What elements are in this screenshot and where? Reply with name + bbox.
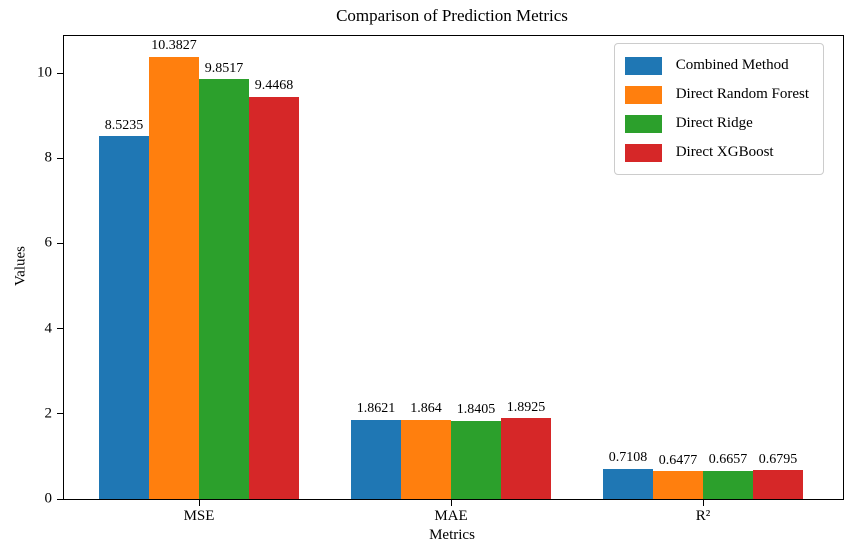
bar: [451, 420, 501, 499]
plot-area: Combined Method Direct Random Forest Direc…: [37, 35, 844, 524]
legend-label: Combined Method: [675, 57, 789, 73]
y-tick-mark: [57, 242, 63, 244]
bar-value-label: 0.6657: [708, 452, 748, 468]
legend: Combined Method Direct Random Forest Direc…: [613, 43, 824, 175]
bar: [249, 96, 299, 499]
legend-swatch: [624, 143, 662, 162]
y-tick-label: 6: [44, 234, 53, 251]
bar: [99, 135, 149, 499]
x-tick-label: R²: [695, 508, 711, 524]
x-tick-label: MAE: [434, 508, 468, 524]
bar: [501, 418, 551, 499]
x-tick-mark: [702, 500, 704, 506]
bar: [401, 419, 451, 499]
bar-value-label: 8.5235: [104, 117, 144, 133]
bar: [603, 468, 653, 499]
bar-value-label: 10.3827: [151, 38, 197, 54]
bar: [703, 470, 753, 499]
legend-label: Direct XGBoost: [675, 144, 774, 160]
bar-value-label: 0.6795: [758, 451, 798, 467]
bar-value-label: 1.864: [410, 401, 442, 417]
legend-swatch: [624, 85, 662, 104]
x-tick-mark: [450, 500, 452, 506]
legend-label: Direct Ridge: [675, 115, 753, 131]
legend-item: Direct Ridge: [624, 109, 809, 138]
y-tick-label: 8: [44, 149, 53, 166]
x-tick-mark: [198, 500, 200, 506]
y-tick-label: 0: [44, 490, 53, 507]
bar: [753, 470, 803, 499]
legend-swatch: [624, 56, 662, 75]
bar-value-label: 1.8621: [356, 401, 396, 417]
bar: [199, 79, 249, 499]
chart-title: Comparison of Prediction Metrics: [336, 6, 568, 25]
bar-value-label: 0.6477: [658, 453, 698, 469]
legend-item: Direct Random Forest: [624, 80, 809, 109]
y-tick-mark: [57, 72, 63, 74]
bar-value-label: 1.8405: [456, 402, 496, 418]
bar: [653, 471, 703, 499]
bar-value-label: 1.8925: [506, 400, 546, 415]
x-tick-label: MSE: [183, 508, 215, 524]
y-axis-label: Values: [12, 246, 29, 286]
bar-value-label: 9.8517: [204, 60, 244, 76]
legend-label: Direct Random Forest: [675, 86, 809, 102]
bar: [351, 419, 401, 499]
y-tick-label: 2: [44, 405, 53, 422]
bar-value-label: 0.7108: [608, 450, 648, 466]
bar: [149, 56, 199, 499]
legend-swatch: [624, 114, 662, 133]
y-tick-mark: [57, 498, 63, 500]
legend-item: Direct XGBoost: [624, 138, 809, 167]
y-tick-mark: [57, 157, 63, 159]
y-tick-label: 10: [37, 64, 52, 81]
bar-value-label: 9.4468: [254, 78, 294, 94]
y-tick-mark: [57, 413, 63, 415]
y-tick-label: 4: [44, 320, 53, 337]
x-axis-label: Metrics: [429, 527, 475, 543]
legend-item: Combined Method: [624, 51, 809, 80]
y-tick-mark: [57, 328, 63, 330]
